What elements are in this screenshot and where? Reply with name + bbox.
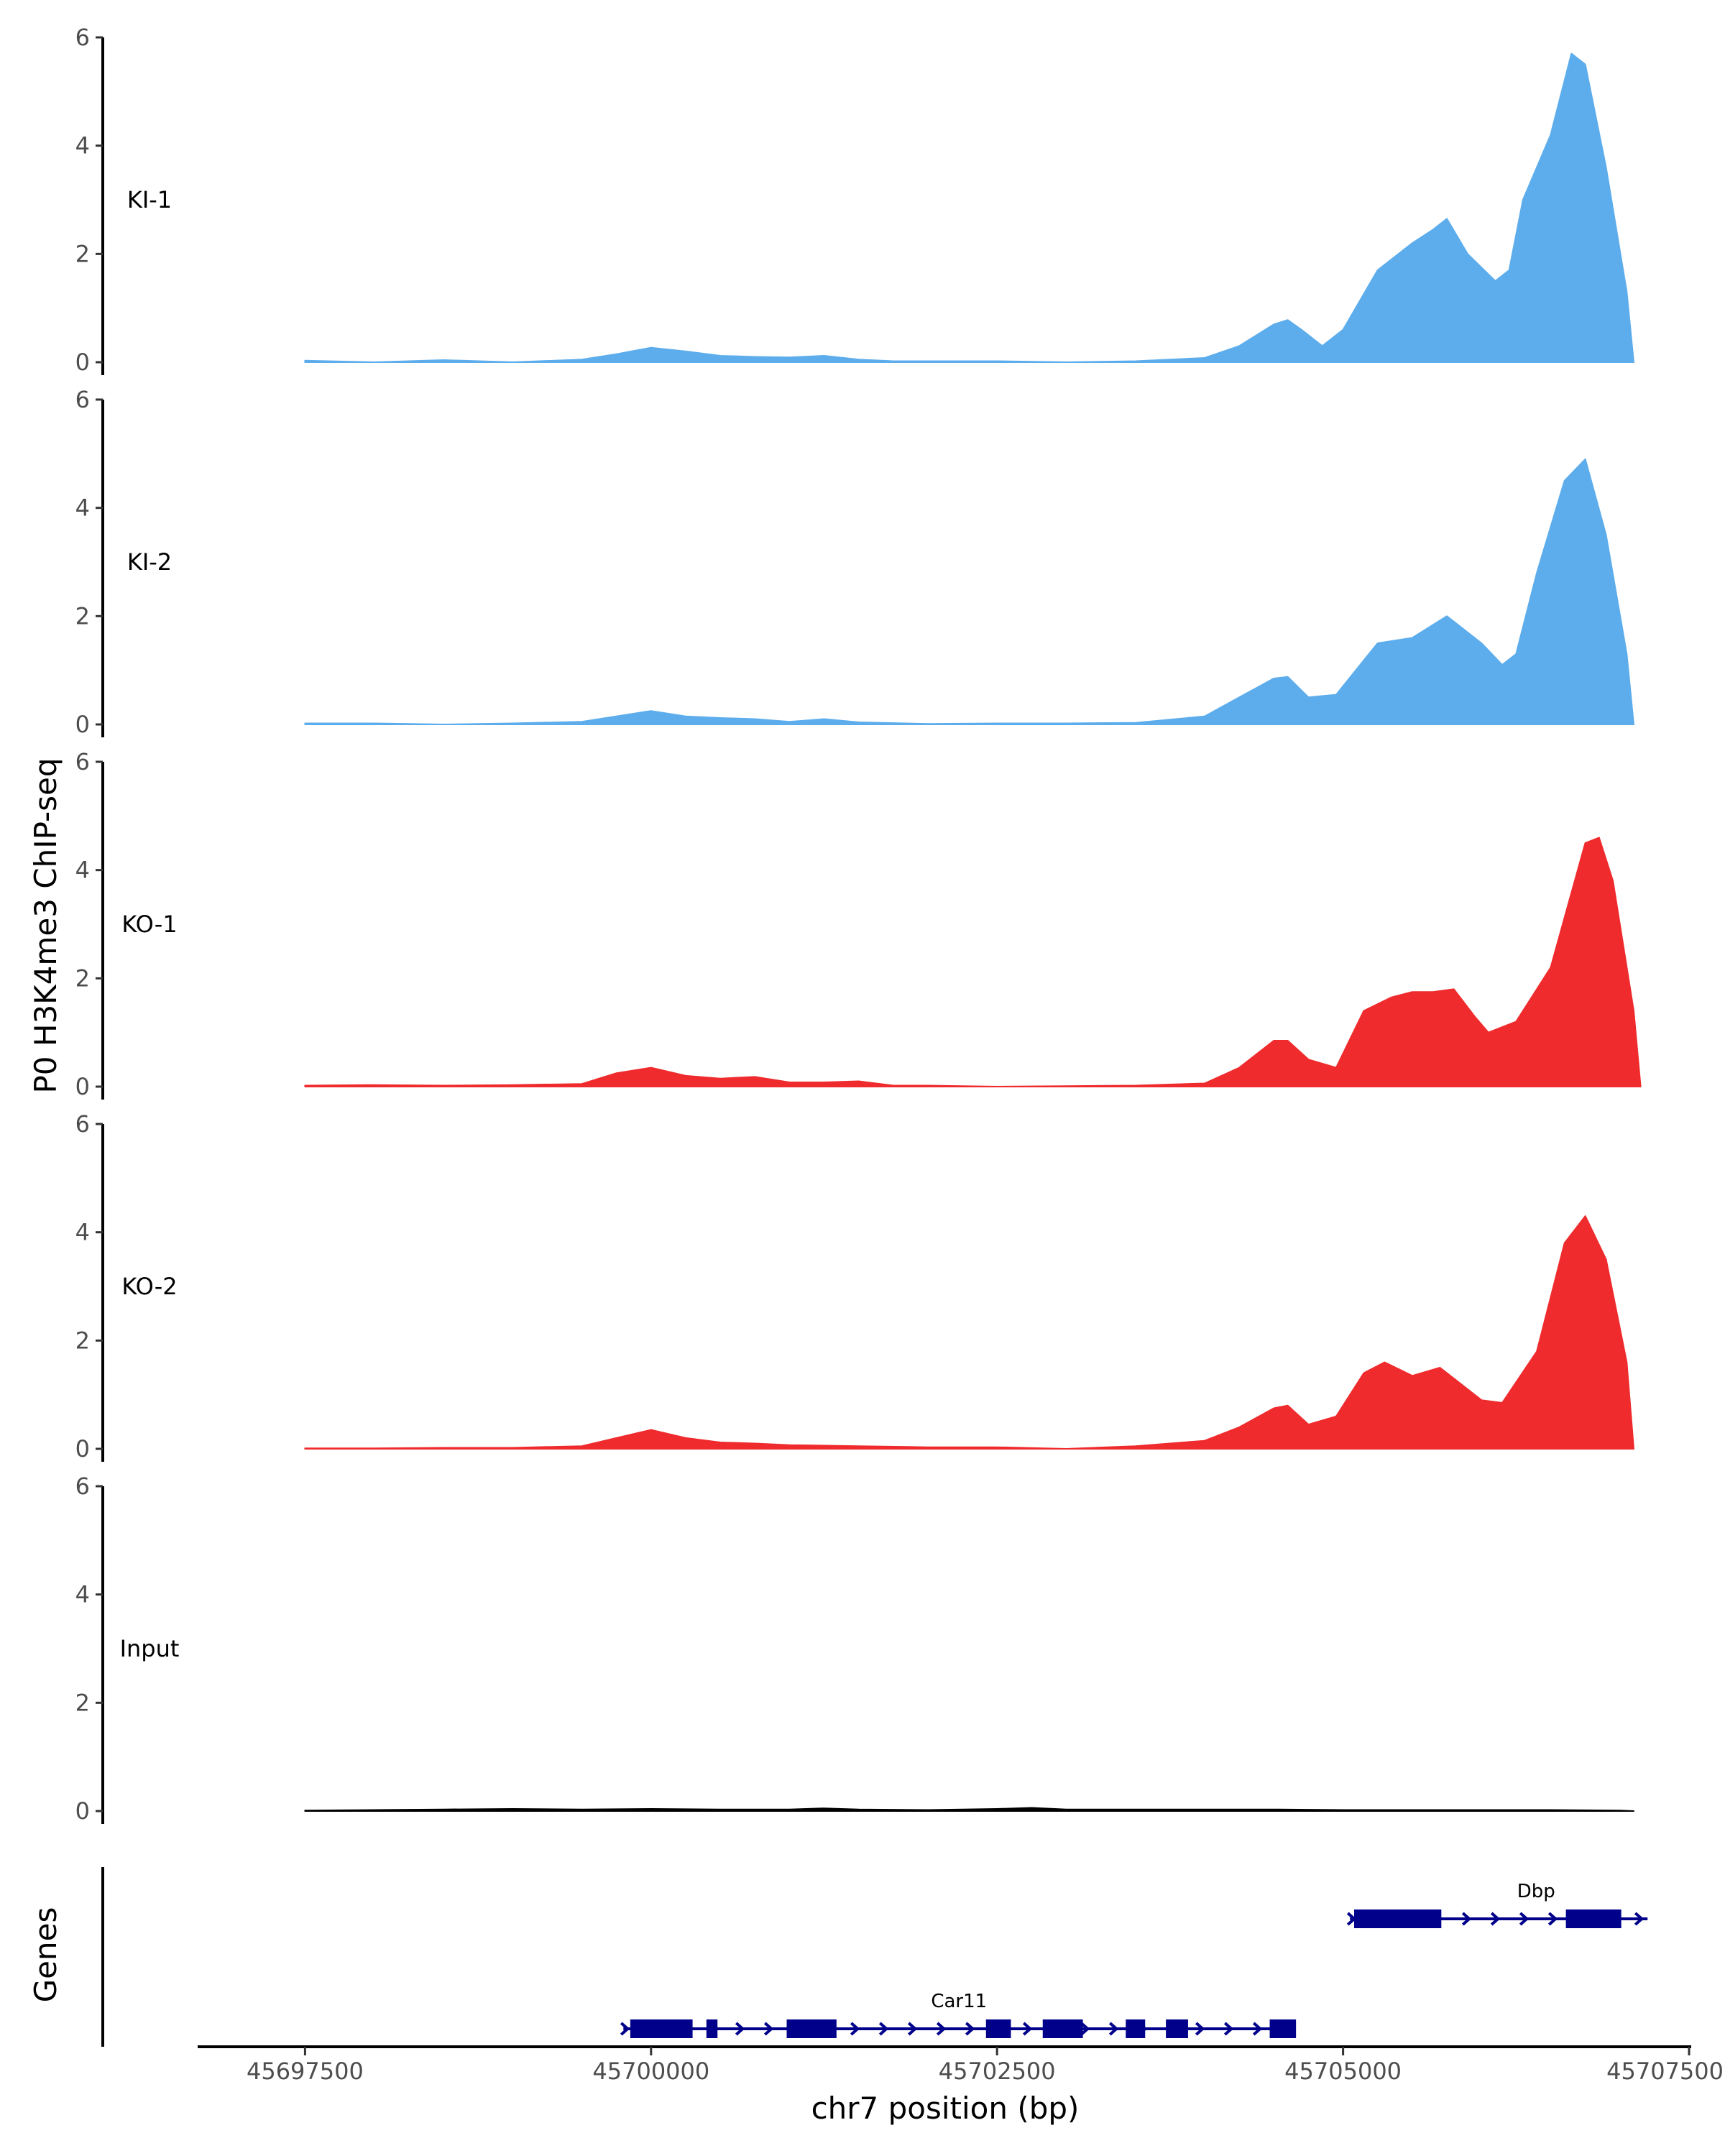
- gene-exon: [1269, 2019, 1297, 2038]
- y-tick-label: 0: [75, 711, 90, 738]
- strand-arrow: [1223, 2022, 1234, 2036]
- gene-exon: [985, 2019, 1011, 2038]
- x-tick-label: 45702500: [939, 2058, 1056, 2085]
- y-tick-label: 4: [75, 1581, 90, 1608]
- gene-exon: [630, 2019, 693, 2038]
- track-label: KI-1: [127, 186, 172, 213]
- strand-arrow: [763, 2022, 774, 2036]
- signal-area: [304, 837, 1642, 1087]
- signal-area: [304, 1215, 1634, 1450]
- genes-axis-title: Genes: [28, 1907, 63, 2003]
- strand-arrow: [1080, 2022, 1090, 2036]
- strand-arrow: [907, 2022, 918, 2036]
- track-ko-1: 0 2 4 6 KO-1: [75, 748, 1642, 1100]
- gene-car11: Car11: [620, 1991, 1297, 2038]
- x-tick-label: 45697500: [247, 2058, 364, 2085]
- track-label: KI-2: [127, 548, 172, 576]
- strand-arrow: [936, 2022, 947, 2036]
- x-tick-label: 45700000: [592, 2058, 709, 2085]
- y-tick-label: 6: [75, 386, 90, 413]
- y-tick-label: 2: [75, 1689, 90, 1716]
- y-axis-title: P0 H3K4me3 ChIP-seq: [28, 757, 63, 1093]
- y-tick-label: 6: [75, 1110, 90, 1138]
- signal-area: [304, 1807, 1634, 1812]
- gene-exon: [706, 2019, 718, 2038]
- gene-dbp: Dbp: [1346, 1881, 1648, 1928]
- x-tick-label: 45707500: [1606, 2058, 1724, 2085]
- signal-area: [304, 52, 1634, 363]
- y-tick-label: 2: [75, 964, 90, 992]
- y-tick-label: 0: [75, 349, 90, 376]
- strand-arrow: [735, 2022, 745, 2036]
- gene-exon: [1354, 1909, 1442, 1928]
- y-tick-label: 0: [75, 1073, 90, 1100]
- gene-exon: [1126, 2019, 1146, 2038]
- track-label: KO-2: [121, 1273, 177, 1300]
- y-tick-label: 6: [75, 24, 90, 51]
- track-ki-1: 0 2 4 6 KI-1: [75, 24, 1634, 376]
- track-label: Input: [120, 1635, 180, 1662]
- track-input: 0 2 4 6 Input: [75, 1473, 1634, 1825]
- strand-arrow: [1490, 1912, 1501, 1926]
- strand-arrow: [1108, 2022, 1119, 2036]
- strand-arrow: [1634, 1912, 1644, 1926]
- track-ko-2: 0 2 4 6 KO-2: [75, 1110, 1634, 1462]
- strand-arrow: [965, 2022, 975, 2036]
- strand-arrow: [1252, 2022, 1263, 2036]
- strand-arrow: [1195, 2022, 1205, 2036]
- x-axis: 45697500 45700000 45702500 45705000 45707500: [198, 2045, 1724, 2085]
- gene-label: Dbp: [1517, 1881, 1555, 1902]
- strand-arrow: [1547, 1912, 1558, 1926]
- strand-arrow: [850, 2022, 860, 2036]
- strand-arrow: [1461, 1912, 1472, 1926]
- signal-area: [304, 458, 1634, 725]
- y-tick-label: 2: [75, 602, 90, 630]
- y-tick-label: 4: [75, 494, 90, 522]
- track-ki-2: 0 2 4 6 KI-2: [75, 386, 1634, 738]
- y-tick-label: 2: [75, 1327, 90, 1354]
- y-tick-label: 0: [75, 1435, 90, 1462]
- strand-arrow: [1022, 2022, 1033, 2036]
- y-tick-label: 4: [75, 132, 90, 160]
- y-tick-label: 6: [75, 1473, 90, 1500]
- y-tick-label: 2: [75, 240, 90, 267]
- y-tick-label: 4: [75, 1219, 90, 1246]
- track-label: KO-1: [121, 911, 177, 938]
- strand-arrow: [1519, 1912, 1530, 1926]
- gene-exon: [1166, 2019, 1188, 2038]
- y-tick-label: 4: [75, 857, 90, 884]
- y-tick-label: 6: [75, 748, 90, 775]
- genes-layer: Car11 Dbp: [101, 1867, 1648, 2047]
- x-tick-label: 45705000: [1284, 2058, 1402, 2085]
- gene-label: Car11: [931, 1991, 987, 2012]
- strand-arrow: [878, 2022, 889, 2036]
- gene-exon: [1042, 2019, 1083, 2038]
- gene-exon: [1565, 1909, 1622, 1928]
- y-tick-label: 0: [75, 1797, 90, 1825]
- tracks-layer: 0 2 4 6 KI-1 0 2 4 6 KI-2 0 2 4 6 KO-1 0 2 4 6 KO-2 0 2 4 6 Inpu…: [75, 24, 1642, 1825]
- strand-arrow: [620, 2022, 630, 2036]
- gene-exon: [786, 2019, 837, 2038]
- x-axis-title: chr7 position (bp): [811, 2091, 1080, 2126]
